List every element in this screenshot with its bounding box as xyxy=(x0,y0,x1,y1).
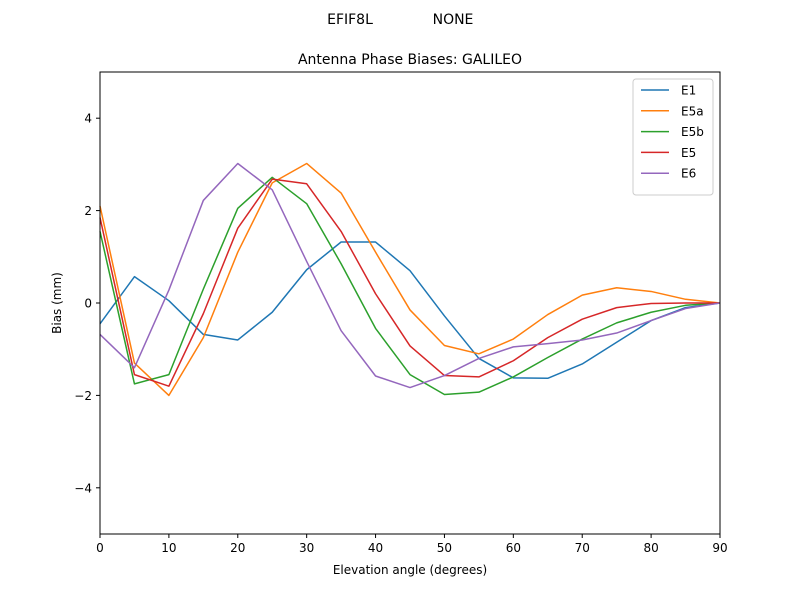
legend-label-e5a: E5a xyxy=(681,104,704,118)
y-axis-label: Bias (mm) xyxy=(50,272,64,334)
figure-header-left: EFIF8L xyxy=(327,12,373,28)
legend-label-e5: E5 xyxy=(681,146,696,160)
y-tick-label: 4 xyxy=(84,112,92,126)
x-tick-label: 10 xyxy=(161,541,176,555)
figure-header-right: NONE xyxy=(433,12,474,28)
x-tick-label: 80 xyxy=(643,541,658,555)
x-tick-label: 90 xyxy=(712,541,727,555)
series-line-e5a xyxy=(99,162,721,397)
legend-label-e1: E1 xyxy=(681,84,696,98)
x-tick-label: 70 xyxy=(575,541,590,555)
y-tick-label: −4 xyxy=(74,481,92,495)
x-tick-label: 50 xyxy=(437,541,452,555)
legend-label-e5b: E5b xyxy=(681,125,704,139)
x-tick-label: 20 xyxy=(230,541,245,555)
x-tick-label: 30 xyxy=(299,541,314,555)
series-lines xyxy=(99,162,721,397)
x-tick-label: 0 xyxy=(96,541,104,555)
x-tick-label: 60 xyxy=(506,541,521,555)
x-axis: 0 10 20 30 40 50 60 70 80 90 xyxy=(96,534,728,555)
legend-label-e6: E6 xyxy=(681,167,696,181)
y-tick-label: 2 xyxy=(84,204,92,218)
chart-title: Antenna Phase Biases: GALILEO xyxy=(298,52,522,68)
y-tick-label: 0 xyxy=(84,297,92,311)
legend: E1 E5a E5b E5 E6 xyxy=(632,78,714,196)
y-tick-label: −2 xyxy=(74,389,92,403)
x-axis-label: Elevation angle (degrees) xyxy=(333,563,487,577)
y-axis: −4 −2 0 2 4 xyxy=(74,112,100,495)
series-line-e5 xyxy=(99,178,720,387)
series-line-e1 xyxy=(99,241,721,380)
legend-box xyxy=(632,78,714,196)
series-line-e6 xyxy=(99,162,721,389)
series-line-e5b xyxy=(99,176,721,396)
x-tick-label: 40 xyxy=(368,541,383,555)
